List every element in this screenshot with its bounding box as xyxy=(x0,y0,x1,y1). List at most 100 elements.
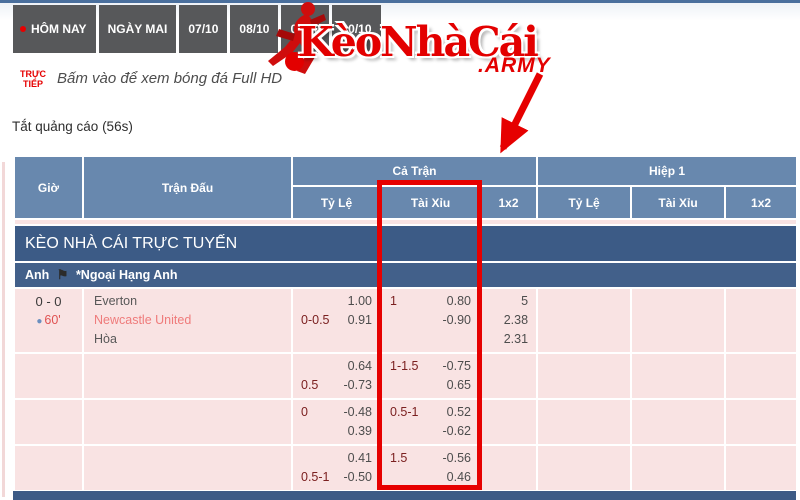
odds-value[interactable]: 2.31 xyxy=(503,332,529,346)
ft-overunder-cell[interactable]: 1-1.5 -0.75 0.65 xyxy=(380,352,481,400)
odds-value[interactable]: -0.62 xyxy=(442,424,472,438)
match-cell xyxy=(82,352,293,400)
tab-tomorrow[interactable]: NGÀY MAI xyxy=(98,5,177,53)
draw-label: Hòa xyxy=(94,332,117,346)
table-row: 0.41 0.5-1 -0.50 1.5 -0.56 0.46 xyxy=(13,444,799,492)
ht-overunder-cell xyxy=(630,352,727,400)
col-header-fulltime: Cả Trận xyxy=(290,155,539,187)
handicap-value: 0 xyxy=(301,405,308,419)
table-row: 0 - 0 ● 60' Everton Newcastle United Hòa … xyxy=(13,287,799,354)
ft-overunder-cell[interactable]: 1.5 -0.56 0.46 xyxy=(380,444,481,492)
flag-icon: ⚑ xyxy=(56,267,69,282)
ht-1x2-cell xyxy=(724,287,799,354)
football-ball-icon xyxy=(285,52,304,71)
live-badge-top: TRỰC xyxy=(20,69,46,79)
odds-value[interactable]: 2.38 xyxy=(503,313,529,327)
col-header-ft-1x2: 1x2 xyxy=(478,185,539,220)
ft-handicap-cell[interactable]: 0 -0.48 0.39 xyxy=(291,398,382,446)
league-country: Anh xyxy=(25,268,50,282)
odds-value[interactable]: 0.52 xyxy=(446,405,471,419)
next-section-bar xyxy=(13,491,796,500)
col-header-ht-overunder: Tài Xỉu xyxy=(630,185,727,220)
tab-date-1010[interactable]: 10/10 xyxy=(332,5,381,53)
match-cell xyxy=(82,444,293,492)
ht-handicap-cell xyxy=(536,398,633,446)
odds-value[interactable]: 0.64 xyxy=(347,359,372,373)
odds-value[interactable]: 0.39 xyxy=(347,424,372,438)
match-cell xyxy=(82,398,293,446)
ht-handicap-cell xyxy=(536,444,633,492)
home-team[interactable]: Everton xyxy=(94,294,138,308)
odds-value[interactable]: 0.80 xyxy=(446,294,471,308)
tab-label: NGÀY MAI xyxy=(107,22,168,36)
today-dot-icon xyxy=(20,26,26,32)
close-ad-button[interactable]: Tắt quảng cáo (56s) xyxy=(12,119,133,134)
ft-overunder-cell[interactable]: 0.5-1 0.52 -0.62 xyxy=(380,398,481,446)
handicap-value: 0.5-1 xyxy=(301,470,330,484)
live-badge-bottom: TIẾP xyxy=(22,79,43,89)
time-cell xyxy=(13,352,84,400)
ft-1x2-cell xyxy=(478,444,539,492)
table-row: 0.64 0.5 -0.73 1-1.5 -0.75 0.65 xyxy=(13,352,799,400)
ft-1x2-cell xyxy=(478,352,539,400)
odds-table: Giờ Trận Đấu Cả Trận Hiệp 1 Tỷ Lệ Tài Xỉ… xyxy=(12,155,799,492)
league-name: *Ngoại Hạng Anh xyxy=(75,268,178,282)
odds-value[interactable]: 0.91 xyxy=(347,313,372,327)
away-team[interactable]: Newcastle United xyxy=(94,313,192,327)
ht-1x2-cell xyxy=(724,352,799,400)
site-logo[interactable]: KèoNhàCái xyxy=(298,18,539,66)
col-header-halftime: Hiệp 1 xyxy=(536,155,799,187)
tab-label: HÔM NAY xyxy=(31,22,87,36)
odds-value[interactable]: 0.41 xyxy=(347,451,372,465)
tab-label: 07/10 xyxy=(188,22,219,36)
tab-date-0810[interactable]: 08/10 xyxy=(230,5,279,53)
col-header-ft-handicap: Tỷ Lệ xyxy=(291,185,382,220)
ft-1x2-cell xyxy=(478,398,539,446)
row-sliver xyxy=(12,218,799,226)
handicap-value: 0.5 xyxy=(301,378,319,392)
odds-value[interactable]: 0.46 xyxy=(446,470,471,484)
left-edge-sliver xyxy=(2,162,5,497)
tab-today[interactable]: HÔM NAY xyxy=(13,5,96,53)
section-title-bar: KÈO NHÀ CÁI TRỰC TUYẾN xyxy=(12,224,799,263)
live-badge: TRỰC TIẾP xyxy=(20,69,46,89)
time-cell xyxy=(13,444,84,492)
odds-value[interactable]: 0.65 xyxy=(446,378,471,392)
ht-overunder-cell xyxy=(630,287,727,354)
table-row: 0 -0.48 0.39 0.5-1 0.52 -0.62 xyxy=(13,398,799,446)
odds-value[interactable]: -0.50 xyxy=(343,470,373,484)
col-header-match: Trận Đấu xyxy=(82,155,293,220)
minute-line: ● 60' xyxy=(23,311,74,331)
ht-handicap-cell xyxy=(536,287,633,354)
ft-handicap-cell[interactable]: 0.64 0.5 -0.73 xyxy=(291,352,382,400)
ht-overunder-cell xyxy=(630,398,727,446)
col-header-ht-handicap: Tỷ Lệ xyxy=(536,185,633,220)
ft-handicap-cell[interactable]: 1.00 0-0.5 0.91 xyxy=(291,287,382,354)
live-dot-icon: ● xyxy=(36,316,43,327)
handicap-value: 1.5 xyxy=(390,451,408,465)
match-cell[interactable]: Everton Newcastle United Hòa xyxy=(82,287,293,354)
odds-value[interactable]: -0.90 xyxy=(442,313,472,327)
odds-value[interactable]: 5 xyxy=(521,294,529,308)
time-cell xyxy=(13,398,84,446)
tab-label: 08/10 xyxy=(239,22,270,36)
odds-value[interactable]: -0.56 xyxy=(442,451,472,465)
score: 0 - 0 xyxy=(35,294,62,309)
tab-date-0710[interactable]: 07/10 xyxy=(179,5,228,53)
ft-1x2-cell[interactable]: 5 2.38 2.31 xyxy=(478,287,539,354)
ft-handicap-cell[interactable]: 0.41 0.5-1 -0.50 xyxy=(291,444,382,492)
col-header-time: Giờ xyxy=(13,155,84,220)
watch-fullhd-link[interactable]: Bấm vào để xem bóng đá Full HD xyxy=(57,70,283,87)
time-cell: 0 - 0 ● 60' xyxy=(13,287,84,354)
odds-value[interactable]: -0.48 xyxy=(343,405,373,419)
odds-value[interactable]: -0.73 xyxy=(343,378,373,392)
col-header-ht-1x2: 1x2 xyxy=(724,185,799,220)
handicap-value: 1 xyxy=(390,294,397,308)
ht-handicap-cell xyxy=(536,352,633,400)
ft-overunder-cell[interactable]: 1 0.80 -0.90 xyxy=(380,287,481,354)
league-header[interactable]: Anh ⚑ *Ngoại Hạng Anh xyxy=(12,261,799,289)
odds-value[interactable]: 1.00 xyxy=(347,294,372,308)
handicap-value: 0.5-1 xyxy=(390,405,419,419)
odds-value[interactable]: -0.75 xyxy=(442,359,472,373)
tab-label: 10/10 xyxy=(341,22,372,36)
